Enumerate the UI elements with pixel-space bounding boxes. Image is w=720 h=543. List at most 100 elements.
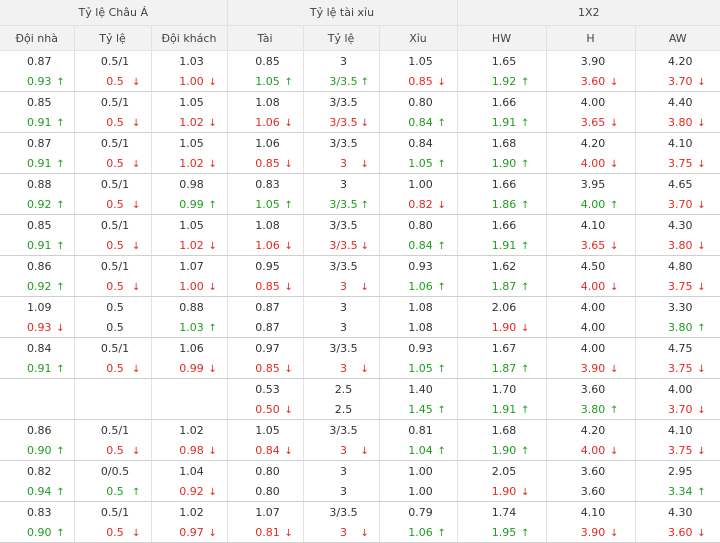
arrow-up-icon: ↑	[56, 486, 65, 498]
odds-row-current: 0.91 ↑ 0.5 ↓ 1.02 ↓ 1.06 ↓ 3/3.5 ↓ 0.84 ↑ 1.91 ↑ 3.65 ↓…	[0, 235, 720, 256]
odds-cell-home: 0.85	[0, 214, 75, 235]
odds-cell-home: 0.91 ↑	[0, 235, 75, 256]
arrow-up-icon: ↑	[521, 281, 530, 293]
odds-value: 1.45	[408, 402, 433, 416]
odds-value: 3/3.5	[329, 218, 358, 232]
odds-cell-home: 0.93 ↓	[0, 317, 75, 338]
odds-cell-over: 0.53	[227, 378, 304, 399]
odds-value: 0.80	[255, 464, 280, 478]
odds-value: 1.05	[408, 156, 433, 170]
odds-cell-handicap: 0.5/1	[74, 419, 152, 440]
odds-row-current: 0.90 ↑ 0.5 ↓ 0.97 ↓ 0.81 ↓ 3 ↓ 1.06 ↑ 1.95 ↑ 3.90 ↓ 3.60…	[0, 522, 720, 543]
odds-cell-total-line: 2.5	[303, 378, 380, 399]
odds-cell-total-line: 3/3.5	[303, 132, 380, 153]
odds-value: 0.5/1	[100, 177, 130, 191]
odds-value: 1.02	[179, 156, 204, 170]
odds-cell-away: 1.05	[151, 214, 228, 235]
odds-value: 0.5	[106, 443, 124, 457]
odds-cell-handicap: 0.5 ↑	[74, 481, 152, 502]
odds-value: 0.85	[27, 218, 52, 232]
arrow-up-icon: ↑	[56, 199, 65, 211]
odds-value: 1.62	[491, 259, 517, 273]
odds-cell-hw: 1.66	[457, 214, 547, 235]
odds-value: 1.02	[179, 505, 204, 519]
odds-value: 0.84	[27, 341, 52, 355]
odds-cell-away: 1.04	[151, 460, 228, 481]
arrow-down-icon: ↓	[208, 363, 217, 375]
odds-value: 3/3.5	[329, 136, 358, 150]
arrow-down-icon: ↓	[208, 117, 217, 129]
odds-cell-total-line: 3/3.5	[303, 255, 380, 276]
odds-cell-h: 4.00	[546, 337, 636, 358]
arrow-down-icon: ↓	[208, 240, 217, 252]
odds-cell-over: 0.83	[227, 173, 304, 194]
odds-cell-handicap: 0.5/1	[74, 501, 152, 522]
odds-cell-total-line: 3	[303, 50, 380, 71]
odds-value: 0.80	[408, 218, 433, 232]
odds-value: 0.87	[27, 54, 52, 68]
odds-value: 3/3.5	[329, 115, 358, 129]
odds-value: 1.74	[491, 505, 517, 519]
arrow-up-icon: ↑	[56, 76, 65, 88]
odds-cell-hw: 1.87 ↑	[457, 276, 547, 297]
odds-value: 0.5	[106, 115, 124, 129]
odds-value: 1.06	[408, 525, 433, 539]
arrow-down-icon: ↓	[132, 281, 141, 293]
odds-value: 1.87	[491, 279, 517, 293]
odds-cell-over: 1.05 ↑	[227, 71, 304, 92]
odds-cell-handicap	[74, 399, 152, 420]
odds-value: 3	[340, 361, 347, 375]
odds-value: 3/3.5	[329, 74, 358, 88]
arrow-up-icon: ↑	[208, 322, 217, 334]
odds-cell-home: 0.91 ↑	[0, 153, 75, 174]
column-header-under: Xỉu	[379, 25, 458, 51]
odds-value: 4.00	[580, 341, 606, 355]
odds-value: 3.60	[580, 74, 606, 88]
odds-value: 4.00	[580, 320, 606, 334]
odds-value: 3.90	[580, 54, 606, 68]
odds-value: 3	[340, 177, 347, 191]
odds-cell-hw: 1.90 ↓	[457, 317, 547, 338]
odds-cell-away: 0.92 ↓	[151, 481, 228, 502]
arrow-up-icon: ↑	[437, 240, 446, 252]
odds-cell-hw: 1.68	[457, 419, 547, 440]
odds-cell-away: 1.03 ↑	[151, 317, 228, 338]
odds-cell-under: 0.93	[379, 255, 458, 276]
odds-cell-home: 0.94 ↑	[0, 481, 75, 502]
odds-cell-home: 0.86	[0, 255, 75, 276]
odds-value: 1.91	[491, 115, 517, 129]
odds-value: 0.99	[179, 361, 204, 375]
odds-row-opening: 0.87 0.5/1 1.05 1.06 3/3.5 0.84 1.68 4.20 4.10	[0, 132, 720, 153]
odds-value: 2.95	[668, 464, 693, 478]
odds-cell-under: 1.05 ↑	[379, 358, 458, 379]
odds-row-opening: 0.84 0.5/1 1.06 0.97 3/3.5 0.93 1.67 4.00 4.75	[0, 337, 720, 358]
arrow-down-icon: ↓	[284, 158, 293, 170]
odds-cell-h: 3.65 ↓	[546, 235, 636, 256]
odds-value: 1.07	[255, 505, 280, 519]
odds-cell-under: 0.84 ↑	[379, 235, 458, 256]
odds-cell-away	[151, 399, 228, 420]
odds-value: 1.68	[491, 423, 517, 437]
odds-value: 1.00	[179, 279, 204, 293]
arrow-down-icon: ↓	[132, 76, 141, 88]
odds-cell-aw: 3.80 ↓	[635, 235, 720, 256]
odds-value: 3.70	[668, 74, 693, 88]
odds-row-current: 0.91 ↑ 0.5 ↓ 0.99 ↓ 0.85 ↓ 3 ↓ 1.05 ↑ 1.87 ↑ 3.90 ↓ 3.75…	[0, 358, 720, 379]
odds-cell-home	[0, 399, 75, 420]
odds-cell-handicap: 0.5 ↓	[74, 522, 152, 543]
odds-cell-home: 0.82	[0, 460, 75, 481]
odds-cell-away: 0.98	[151, 173, 228, 194]
odds-value: 0.92	[179, 484, 204, 498]
odds-cell-h: 4.00 ↓	[546, 153, 636, 174]
odds-cell-home: 0.87	[0, 132, 75, 153]
odds-value: 0.80	[408, 95, 433, 109]
odds-cell-total-line: 3/3.5 ↓	[303, 235, 380, 256]
odds-row-opening: 0.83 0.5/1 1.02 1.07 3/3.5 0.79 1.74 4.10 4.30	[0, 501, 720, 522]
odds-value: 1.92	[491, 74, 517, 88]
odds-cell-under: 0.80	[379, 91, 458, 112]
odds-cell-total-line: 3 ↓	[303, 153, 380, 174]
odds-value: 0.88	[179, 300, 204, 314]
odds-cell-hw: 1.92 ↑	[457, 71, 547, 92]
odds-cell-hw: 1.65	[457, 50, 547, 71]
odds-cell-away: 1.07	[151, 255, 228, 276]
